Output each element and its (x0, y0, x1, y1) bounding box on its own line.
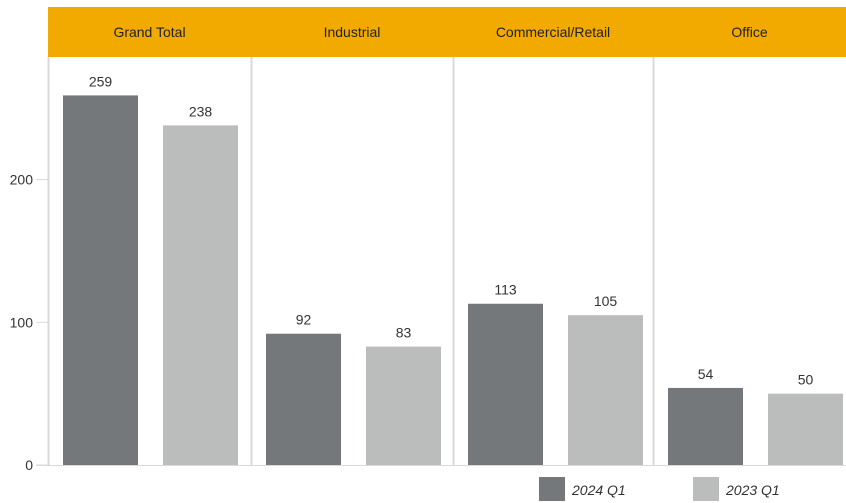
category-label-office: Office (731, 24, 768, 40)
category-label-industrial: Industrial (324, 24, 381, 40)
legend-swatch-2023-q1 (693, 477, 719, 501)
y-tick-label: 100 (10, 314, 34, 330)
bar-commercial-retail-2024-q1 (468, 304, 543, 465)
data-label: 113 (494, 282, 517, 298)
bar-grand-total-2024-q1 (63, 95, 138, 465)
legend: 2024 Q1 2023 Q1 (539, 477, 780, 501)
bar-industrial-2024-q1 (266, 334, 341, 465)
legend-swatch-2024-q1 (539, 477, 565, 501)
category-label-commercial-retail: Commercial/Retail (496, 24, 610, 40)
y-tick-label: 0 (25, 457, 33, 473)
data-label: 105 (594, 293, 618, 309)
panel-dividers (49, 57, 654, 465)
category-header-band: Grand Total Industrial Commercial/Retail Of… (48, 7, 846, 57)
bar-grand-total-2023-q1 (163, 125, 238, 465)
data-label: 50 (798, 372, 814, 388)
bar-industrial-2023-q1 (366, 347, 441, 465)
data-label: 259 (89, 73, 113, 89)
bar-office-2023-q1 (768, 394, 843, 465)
legend-label-2024-q1: 2024 Q1 (571, 482, 626, 498)
data-label: 238 (189, 103, 213, 119)
data-label: 83 (396, 325, 412, 341)
legend-label-2023-q1: 2023 Q1 (725, 482, 780, 498)
category-label-grand-total: Grand Total (113, 24, 185, 40)
data-label: 54 (698, 366, 714, 382)
y-tick-label: 200 (10, 172, 34, 188)
bar-commercial-retail-2023-q1 (568, 315, 643, 465)
bar-office-2024-q1 (668, 388, 743, 465)
data-label: 92 (296, 312, 312, 328)
